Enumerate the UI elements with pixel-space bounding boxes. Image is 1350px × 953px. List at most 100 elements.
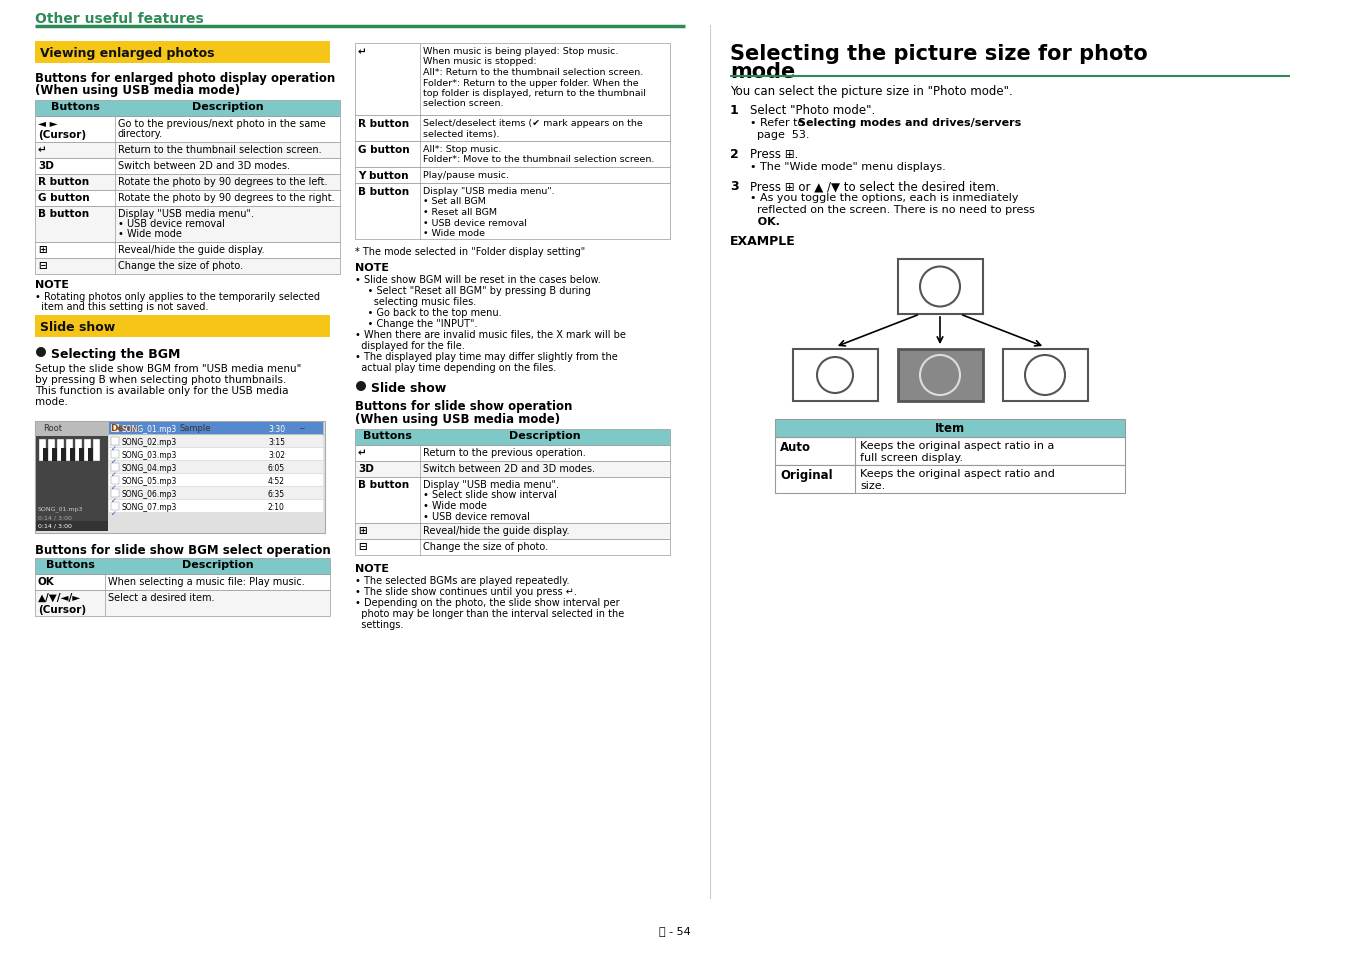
Bar — [35, 207, 340, 243]
Bar — [35, 174, 340, 191]
Text: OK: OK — [38, 577, 55, 586]
Bar — [35, 243, 340, 258]
Text: selection screen.: selection screen. — [423, 99, 504, 109]
Text: • Refer to: • Refer to — [751, 118, 807, 128]
Text: B button: B button — [358, 187, 409, 196]
Text: • Rotating photos only applies to the temporarily selected: • Rotating photos only applies to the te… — [35, 292, 320, 302]
Text: ⊞: ⊞ — [358, 525, 367, 536]
Text: Change the size of photo.: Change the size of photo. — [117, 261, 243, 271]
Bar — [35, 159, 340, 174]
Text: • The slide show continues until you press ↵.: • The slide show continues until you pre… — [355, 586, 576, 597]
Text: Buttons: Buttons — [46, 559, 95, 569]
Text: 4:52: 4:52 — [269, 476, 285, 485]
Bar — [111, 490, 119, 497]
Text: Go to the previous/next photo in the same: Go to the previous/next photo in the sam… — [117, 119, 325, 129]
Text: Buttons for slide show operation: Buttons for slide show operation — [355, 399, 572, 413]
Text: 3:02: 3:02 — [269, 451, 285, 459]
Text: • The selected BGMs are played repeatedly.: • The selected BGMs are played repeatedl… — [355, 576, 570, 585]
Text: 6:05: 6:05 — [269, 463, 285, 473]
Text: • Select "Reset all BGM" by pressing B during: • Select "Reset all BGM" by pressing B d… — [355, 286, 591, 295]
Text: ✓: ✓ — [111, 497, 117, 503]
Text: EXAMPLE: EXAMPLE — [730, 234, 795, 248]
Text: ✓: ✓ — [111, 458, 117, 464]
Bar — [111, 424, 119, 433]
Text: Slide show: Slide show — [40, 320, 115, 334]
Text: ✓: ✓ — [111, 484, 117, 491]
Text: * The mode selected in "Folder display setting": * The mode selected in "Folder display s… — [355, 247, 586, 256]
Text: You can select the picture size in "Photo mode".: You can select the picture size in "Phot… — [730, 85, 1012, 98]
Bar — [70, 449, 76, 461]
Text: • When there are invalid music files, the X mark will be: • When there are invalid music files, th… — [355, 330, 626, 339]
Text: • Change the "INPUT".: • Change the "INPUT". — [355, 318, 478, 329]
Bar — [93, 439, 100, 461]
Text: Selecting the BGM: Selecting the BGM — [51, 348, 181, 360]
Text: Auto: Auto — [780, 440, 811, 454]
Bar — [35, 191, 340, 207]
Bar — [775, 437, 1125, 465]
Text: photo may be longer than the interval selected in the: photo may be longer than the interval se… — [355, 608, 624, 618]
Text: NOTE: NOTE — [35, 280, 69, 290]
Text: full screen display.: full screen display. — [860, 453, 963, 462]
Text: size.: size. — [860, 480, 886, 491]
Text: ✓: ✓ — [111, 446, 117, 452]
Text: ◄ ►: ◄ ► — [38, 119, 58, 129]
Text: Press ⊞ or ▲ /▼ to select the desired item.: Press ⊞ or ▲ /▼ to select the desired it… — [751, 180, 999, 193]
Text: mode: mode — [730, 62, 795, 82]
Text: Buttons: Buttons — [363, 431, 412, 440]
Bar — [111, 502, 119, 511]
Bar — [109, 461, 323, 474]
Text: Keeps the original aspect ratio in a: Keeps the original aspect ratio in a — [860, 440, 1054, 451]
Text: SONG_01.mp3: SONG_01.mp3 — [122, 424, 177, 434]
Bar — [88, 449, 93, 461]
Text: SONG_07.mp3: SONG_07.mp3 — [122, 502, 177, 512]
Text: • Wide mode: • Wide mode — [117, 229, 182, 239]
Text: reflected on the screen. There is no need to press: reflected on the screen. There is no nee… — [751, 205, 1035, 214]
Bar — [84, 439, 90, 461]
Text: Y button: Y button — [358, 171, 409, 181]
Bar — [355, 142, 670, 168]
Bar — [111, 476, 119, 484]
Text: --: -- — [300, 423, 306, 433]
Text: G button: G button — [38, 193, 89, 203]
Text: All*: Return to the thumbnail selection screen.: All*: Return to the thumbnail selection … — [423, 68, 643, 77]
Text: Change the size of photo.: Change the size of photo. — [423, 541, 548, 552]
Text: actual play time depending on the files.: actual play time depending on the files. — [355, 363, 556, 373]
Bar — [1003, 350, 1088, 401]
Bar — [898, 350, 983, 401]
Text: Selecting the picture size for photo: Selecting the picture size for photo — [730, 44, 1148, 64]
Text: selected items).: selected items). — [423, 130, 500, 138]
Text: NOTE: NOTE — [355, 263, 389, 273]
Text: Folder*: Return to the upper folder. When the: Folder*: Return to the upper folder. Whe… — [423, 78, 639, 88]
Bar — [35, 590, 329, 617]
Text: (Cursor): (Cursor) — [38, 130, 86, 140]
Text: Display "USB media menu".: Display "USB media menu". — [117, 209, 254, 219]
Bar — [61, 449, 66, 461]
Text: Select/deselect items (✔ mark appears on the: Select/deselect items (✔ mark appears on… — [423, 119, 643, 128]
Bar — [355, 168, 670, 184]
Text: Buttons: Buttons — [50, 102, 100, 112]
Text: ↵: ↵ — [358, 448, 367, 457]
Bar — [355, 523, 670, 539]
Bar — [355, 116, 670, 142]
Text: G button: G button — [358, 145, 409, 154]
Text: • Set all BGM: • Set all BGM — [423, 197, 486, 206]
Text: SONG_01.mp3: SONG_01.mp3 — [38, 505, 84, 511]
Text: This function is available only for the USB media: This function is available only for the … — [35, 386, 289, 395]
Text: • USB device removal: • USB device removal — [423, 511, 529, 521]
Text: ▲/▼/◄/►: ▲/▼/◄/► — [38, 593, 81, 602]
Text: 3:15: 3:15 — [269, 437, 285, 447]
Bar — [111, 451, 119, 458]
Text: 6:35: 6:35 — [269, 490, 285, 498]
Bar — [775, 419, 1125, 437]
Bar — [355, 44, 670, 116]
Text: displayed for the file.: displayed for the file. — [355, 340, 464, 351]
Text: All*: Stop music.: All*: Stop music. — [423, 145, 501, 153]
Bar — [43, 449, 49, 461]
Bar — [109, 500, 323, 513]
Text: selecting music files.: selecting music files. — [355, 296, 477, 307]
Text: SONG_02.mp3: SONG_02.mp3 — [122, 437, 177, 447]
Bar — [53, 449, 57, 461]
Text: • USB device removal: • USB device removal — [117, 219, 225, 229]
Text: page  53.: page 53. — [751, 130, 810, 140]
Text: by pressing B when selecting photo thumbnails.: by pressing B when selecting photo thumb… — [35, 375, 286, 385]
